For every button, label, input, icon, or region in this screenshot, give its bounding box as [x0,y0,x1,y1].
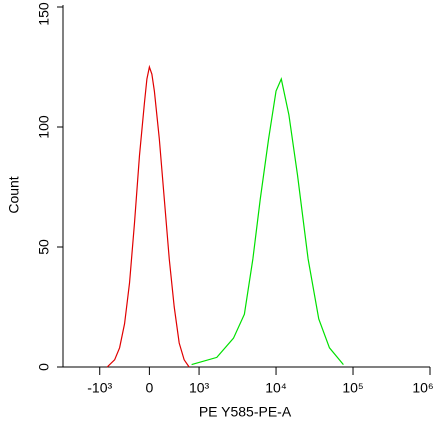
x-tick-label: -10³ [87,380,112,396]
y-tick-label: 150 [36,2,52,26]
y-tick-label: 100 [36,115,52,139]
x-tick-label: 0 [145,380,153,396]
y-tick-label: 0 [36,363,52,371]
x-tick-label: 10⁴ [265,380,287,396]
y-axis-label: Count [6,176,22,213]
x-tick-label: 10⁵ [342,380,363,396]
x-tick-label: 10³ [189,380,210,396]
histogram-line [106,64,190,368]
x-tick-label: 10⁶ [412,380,433,396]
histogram-line [191,77,344,366]
x-axis-label: PE Y585-PE-A [199,404,292,420]
y-tick-label: 50 [36,239,52,255]
